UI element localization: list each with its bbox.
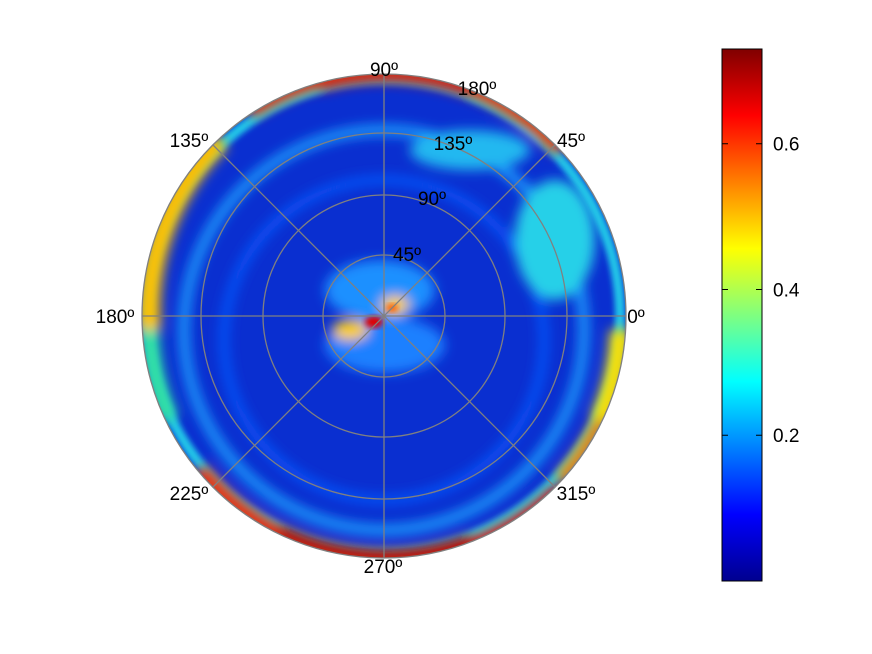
angular-label: 180º: [458, 79, 497, 100]
angular-label: 90º: [370, 60, 398, 81]
radial-labels: 135º 90º 45º: [393, 134, 472, 266]
colorbar-tick-label: 0.6: [773, 135, 799, 156]
polar-grid: [141, 73, 627, 559]
angular-label: 180º: [96, 307, 135, 328]
angular-label: 45º: [557, 131, 585, 152]
angular-label: 315º: [557, 484, 596, 505]
angular-label: 0º: [627, 307, 645, 328]
grid-spoke-3: [212, 144, 556, 488]
radial-label: 90º: [418, 189, 446, 210]
colorbar-ticks: 0.2 0.4 0.6: [722, 135, 800, 447]
colorbar-tick-label: 0.2: [773, 426, 799, 447]
colorbar-gradient: [721, 48, 763, 582]
radial-label: 135º: [434, 134, 473, 155]
angular-label: 225º: [170, 484, 209, 505]
colorbar: [721, 48, 763, 582]
angular-label: 270º: [364, 557, 403, 578]
angular-label: 135º: [170, 131, 209, 152]
radial-label: 45º: [393, 245, 421, 266]
colorbar-tick-label: 0.4: [773, 280, 800, 301]
angular-labels: 90º 180º 45º 135º 0º 180º 225º 270º 315º: [96, 60, 645, 578]
